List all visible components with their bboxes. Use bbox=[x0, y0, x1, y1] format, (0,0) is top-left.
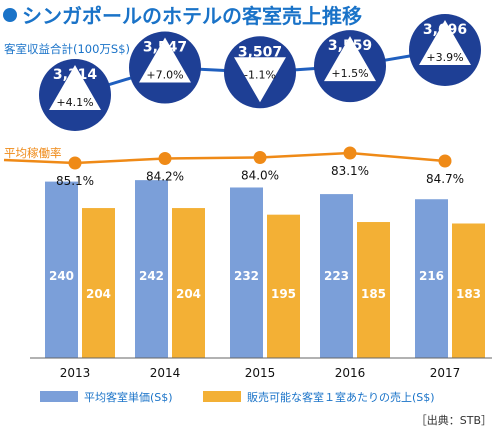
bar-adr bbox=[135, 180, 168, 358]
up-triangle-icon bbox=[139, 37, 191, 83]
bar-revpar bbox=[172, 208, 205, 358]
legend-swatch-adr bbox=[40, 391, 78, 402]
bar-revpar bbox=[357, 222, 390, 358]
revenue-change-label: +7.0% bbox=[146, 69, 183, 82]
x-axis-ticks: 2013 2014 2015 2016 2017 bbox=[60, 366, 461, 380]
occupancy-point bbox=[253, 151, 267, 164]
revenue-axis-label: 客室収益合計(100万S$) bbox=[4, 42, 130, 56]
revenue-value-label: 3,559 bbox=[328, 38, 372, 54]
revenue-series: 3,314 +4.1% 3,547 +7.0% 3,507 -1.1% 3,559 +1.5%… bbox=[39, 14, 481, 131]
legend-label-adr: 平均客室単価(S$) bbox=[84, 390, 173, 404]
occupancy-value-label: 83.1% bbox=[331, 164, 369, 178]
bar-revpar bbox=[267, 214, 300, 358]
source-note: ［出典：STB］ bbox=[416, 413, 492, 427]
up-triangle-icon bbox=[419, 20, 471, 65]
up-triangle-icon bbox=[324, 36, 376, 82]
occupancy-value-label: 84.7% bbox=[426, 172, 464, 186]
bar-adr bbox=[45, 181, 78, 358]
bar-revpar bbox=[452, 223, 485, 358]
occupancy-axis-label: 平均稼働率 bbox=[4, 146, 62, 160]
bar-revpar-label: 195 bbox=[271, 287, 296, 301]
x-tick-label: 2017 bbox=[430, 366, 461, 380]
occupancy-point bbox=[343, 146, 357, 160]
legend-swatch-revpar bbox=[203, 391, 241, 402]
legend-label-revpar: 販売可能な客室１室あたりの売上(S$) bbox=[247, 390, 435, 404]
title-bullet-icon bbox=[3, 8, 17, 22]
x-tick-label: 2013 bbox=[60, 366, 91, 380]
occupancy-series: 85.1% 84.2% 84.0% 83.1% 84.7% bbox=[3, 146, 464, 188]
occupancy-point bbox=[438, 154, 452, 168]
x-tick-label: 2016 bbox=[335, 366, 366, 380]
bar-adr-label: 223 bbox=[324, 269, 349, 283]
bar-revpar-label: 204 bbox=[176, 287, 201, 301]
up-triangle-icon bbox=[49, 65, 101, 110]
occupancy-point bbox=[158, 152, 172, 165]
bar-adr bbox=[415, 199, 448, 358]
bar-adr-label: 232 bbox=[234, 269, 259, 283]
down-triangle-icon bbox=[234, 57, 286, 103]
revenue-value-label: 3,314 bbox=[53, 67, 98, 83]
revenue-change-label: -1.1% bbox=[244, 68, 276, 81]
bar-revpar-label: 204 bbox=[86, 287, 111, 301]
occupancy-value-label: 84.2% bbox=[146, 170, 184, 184]
x-tick-label: 2014 bbox=[150, 366, 181, 380]
bar-revpar bbox=[82, 208, 115, 358]
occupancy-value-label: 84.0% bbox=[241, 169, 279, 183]
bar-adr bbox=[320, 194, 353, 358]
revenue-value-label: 3,547 bbox=[143, 40, 187, 56]
revenue-value-label: 3,696 bbox=[423, 22, 467, 38]
bar-revpar-label: 185 bbox=[361, 287, 386, 301]
revenue-change-label: +1.5% bbox=[331, 67, 368, 80]
occupancy-point bbox=[68, 156, 82, 170]
bar-adr-label: 242 bbox=[139, 269, 164, 283]
bar-adr-label: 240 bbox=[49, 269, 74, 283]
revenue-change-label: +3.9% bbox=[426, 51, 463, 64]
revenue-change-label: +4.1% bbox=[56, 96, 93, 109]
x-tick-label: 2015 bbox=[245, 366, 276, 380]
occupancy-leader-line bbox=[3, 158, 76, 165]
chart-title: シンガポールのホテルの客室売上推移 bbox=[22, 4, 362, 28]
bar-series: 240 242 232 223 216 204 204 195 185 183 bbox=[45, 180, 485, 358]
bar-revpar-label: 183 bbox=[456, 287, 481, 301]
occupancy-value-label: 85.1% bbox=[56, 174, 94, 188]
bar-adr-label: 216 bbox=[419, 269, 444, 283]
revenue-value-label: 3,507 bbox=[238, 44, 282, 60]
bar-adr bbox=[230, 187, 263, 358]
